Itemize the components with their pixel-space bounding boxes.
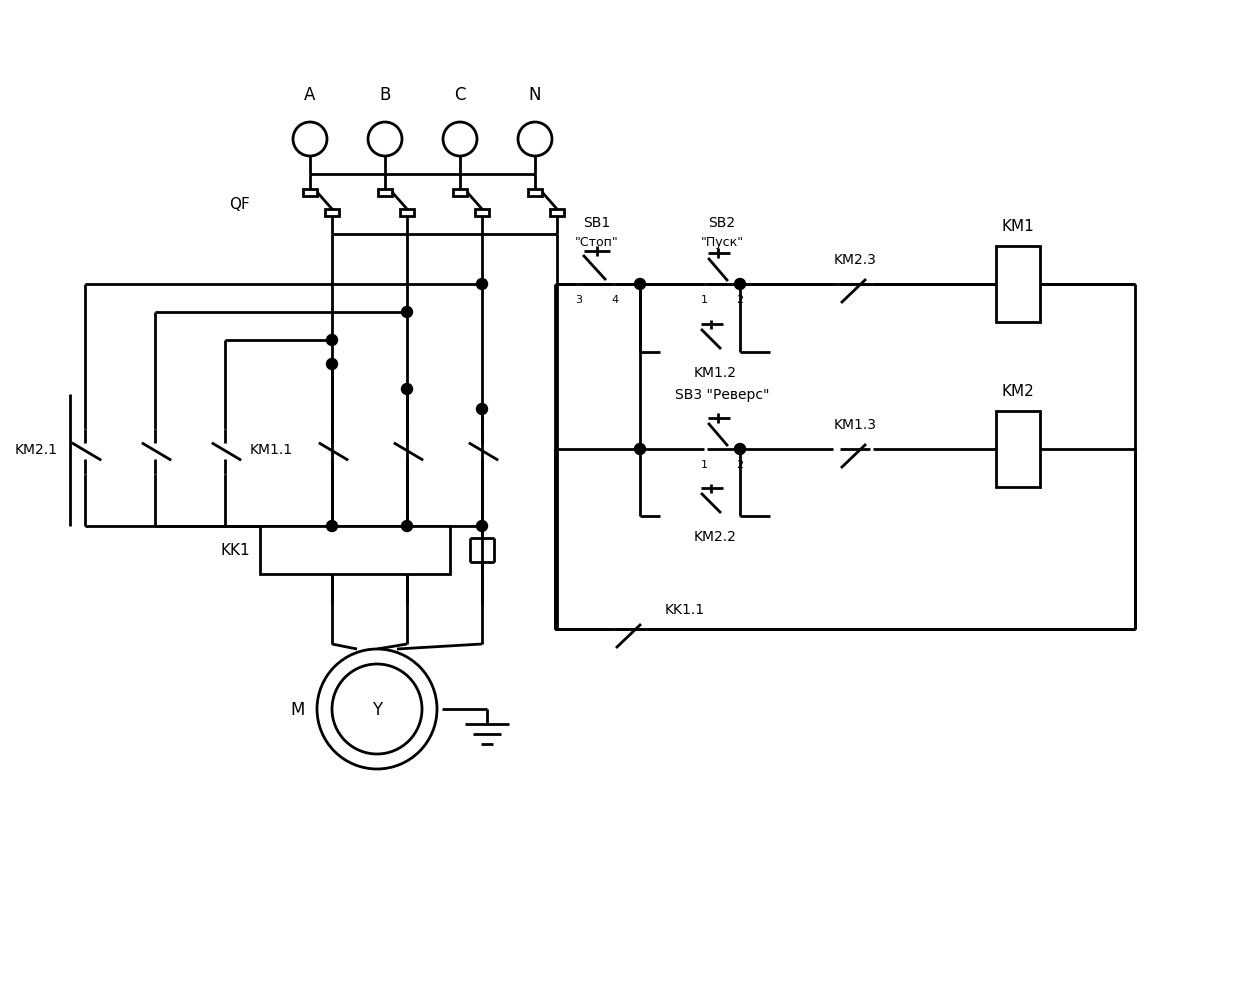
Text: SB1: SB1 — [584, 216, 611, 230]
Circle shape — [477, 405, 487, 415]
Text: KM2.3: KM2.3 — [834, 252, 876, 266]
Circle shape — [444, 123, 477, 157]
Text: Y: Y — [372, 701, 382, 719]
Bar — [996, 247, 1040, 323]
Text: "Стоп": "Стоп" — [575, 237, 618, 249]
Circle shape — [634, 279, 646, 290]
Circle shape — [518, 123, 553, 157]
Bar — [528, 190, 541, 197]
Text: A: A — [305, 85, 316, 104]
Circle shape — [634, 444, 646, 455]
Text: C: C — [455, 85, 466, 104]
Text: 2: 2 — [736, 294, 743, 305]
Text: 1: 1 — [700, 294, 707, 305]
Circle shape — [401, 307, 413, 318]
Circle shape — [327, 359, 337, 370]
Bar — [400, 210, 414, 217]
Text: KM2.2: KM2.2 — [694, 530, 736, 544]
Text: KM1.3: KM1.3 — [834, 417, 876, 431]
Text: "Пуск": "Пуск" — [700, 237, 743, 249]
Bar — [304, 190, 317, 197]
Text: KM2.1: KM2.1 — [15, 442, 58, 456]
Circle shape — [401, 384, 413, 395]
Text: KM2: KM2 — [1001, 384, 1035, 400]
Text: B: B — [379, 85, 390, 104]
Text: N: N — [529, 85, 541, 104]
Text: KK1: KK1 — [221, 543, 250, 558]
Circle shape — [401, 521, 413, 532]
Circle shape — [327, 521, 337, 532]
Bar — [453, 190, 467, 197]
Text: 4: 4 — [611, 294, 618, 305]
Text: SB2: SB2 — [709, 216, 736, 230]
Bar — [475, 210, 489, 217]
Circle shape — [332, 664, 422, 754]
Text: KM1.2: KM1.2 — [694, 366, 736, 380]
Text: 2: 2 — [736, 459, 743, 469]
Text: SB3 "Реверс": SB3 "Реверс" — [675, 388, 769, 402]
Text: QF: QF — [229, 197, 250, 213]
Text: 1: 1 — [700, 459, 707, 469]
Text: KM1: KM1 — [1001, 220, 1035, 235]
Bar — [996, 412, 1040, 487]
Circle shape — [477, 521, 487, 532]
Text: KK1.1: KK1.1 — [665, 602, 705, 616]
Circle shape — [368, 123, 401, 157]
Text: 3: 3 — [575, 294, 582, 305]
Circle shape — [735, 444, 746, 455]
Circle shape — [327, 335, 337, 346]
Bar — [325, 210, 339, 217]
Circle shape — [292, 123, 327, 157]
Text: KM1.1: KM1.1 — [250, 442, 294, 456]
Text: M: M — [291, 701, 305, 719]
Bar — [550, 210, 564, 217]
Circle shape — [735, 279, 746, 290]
Bar — [260, 527, 450, 575]
Circle shape — [477, 279, 487, 290]
Bar — [378, 190, 392, 197]
Circle shape — [317, 649, 437, 769]
